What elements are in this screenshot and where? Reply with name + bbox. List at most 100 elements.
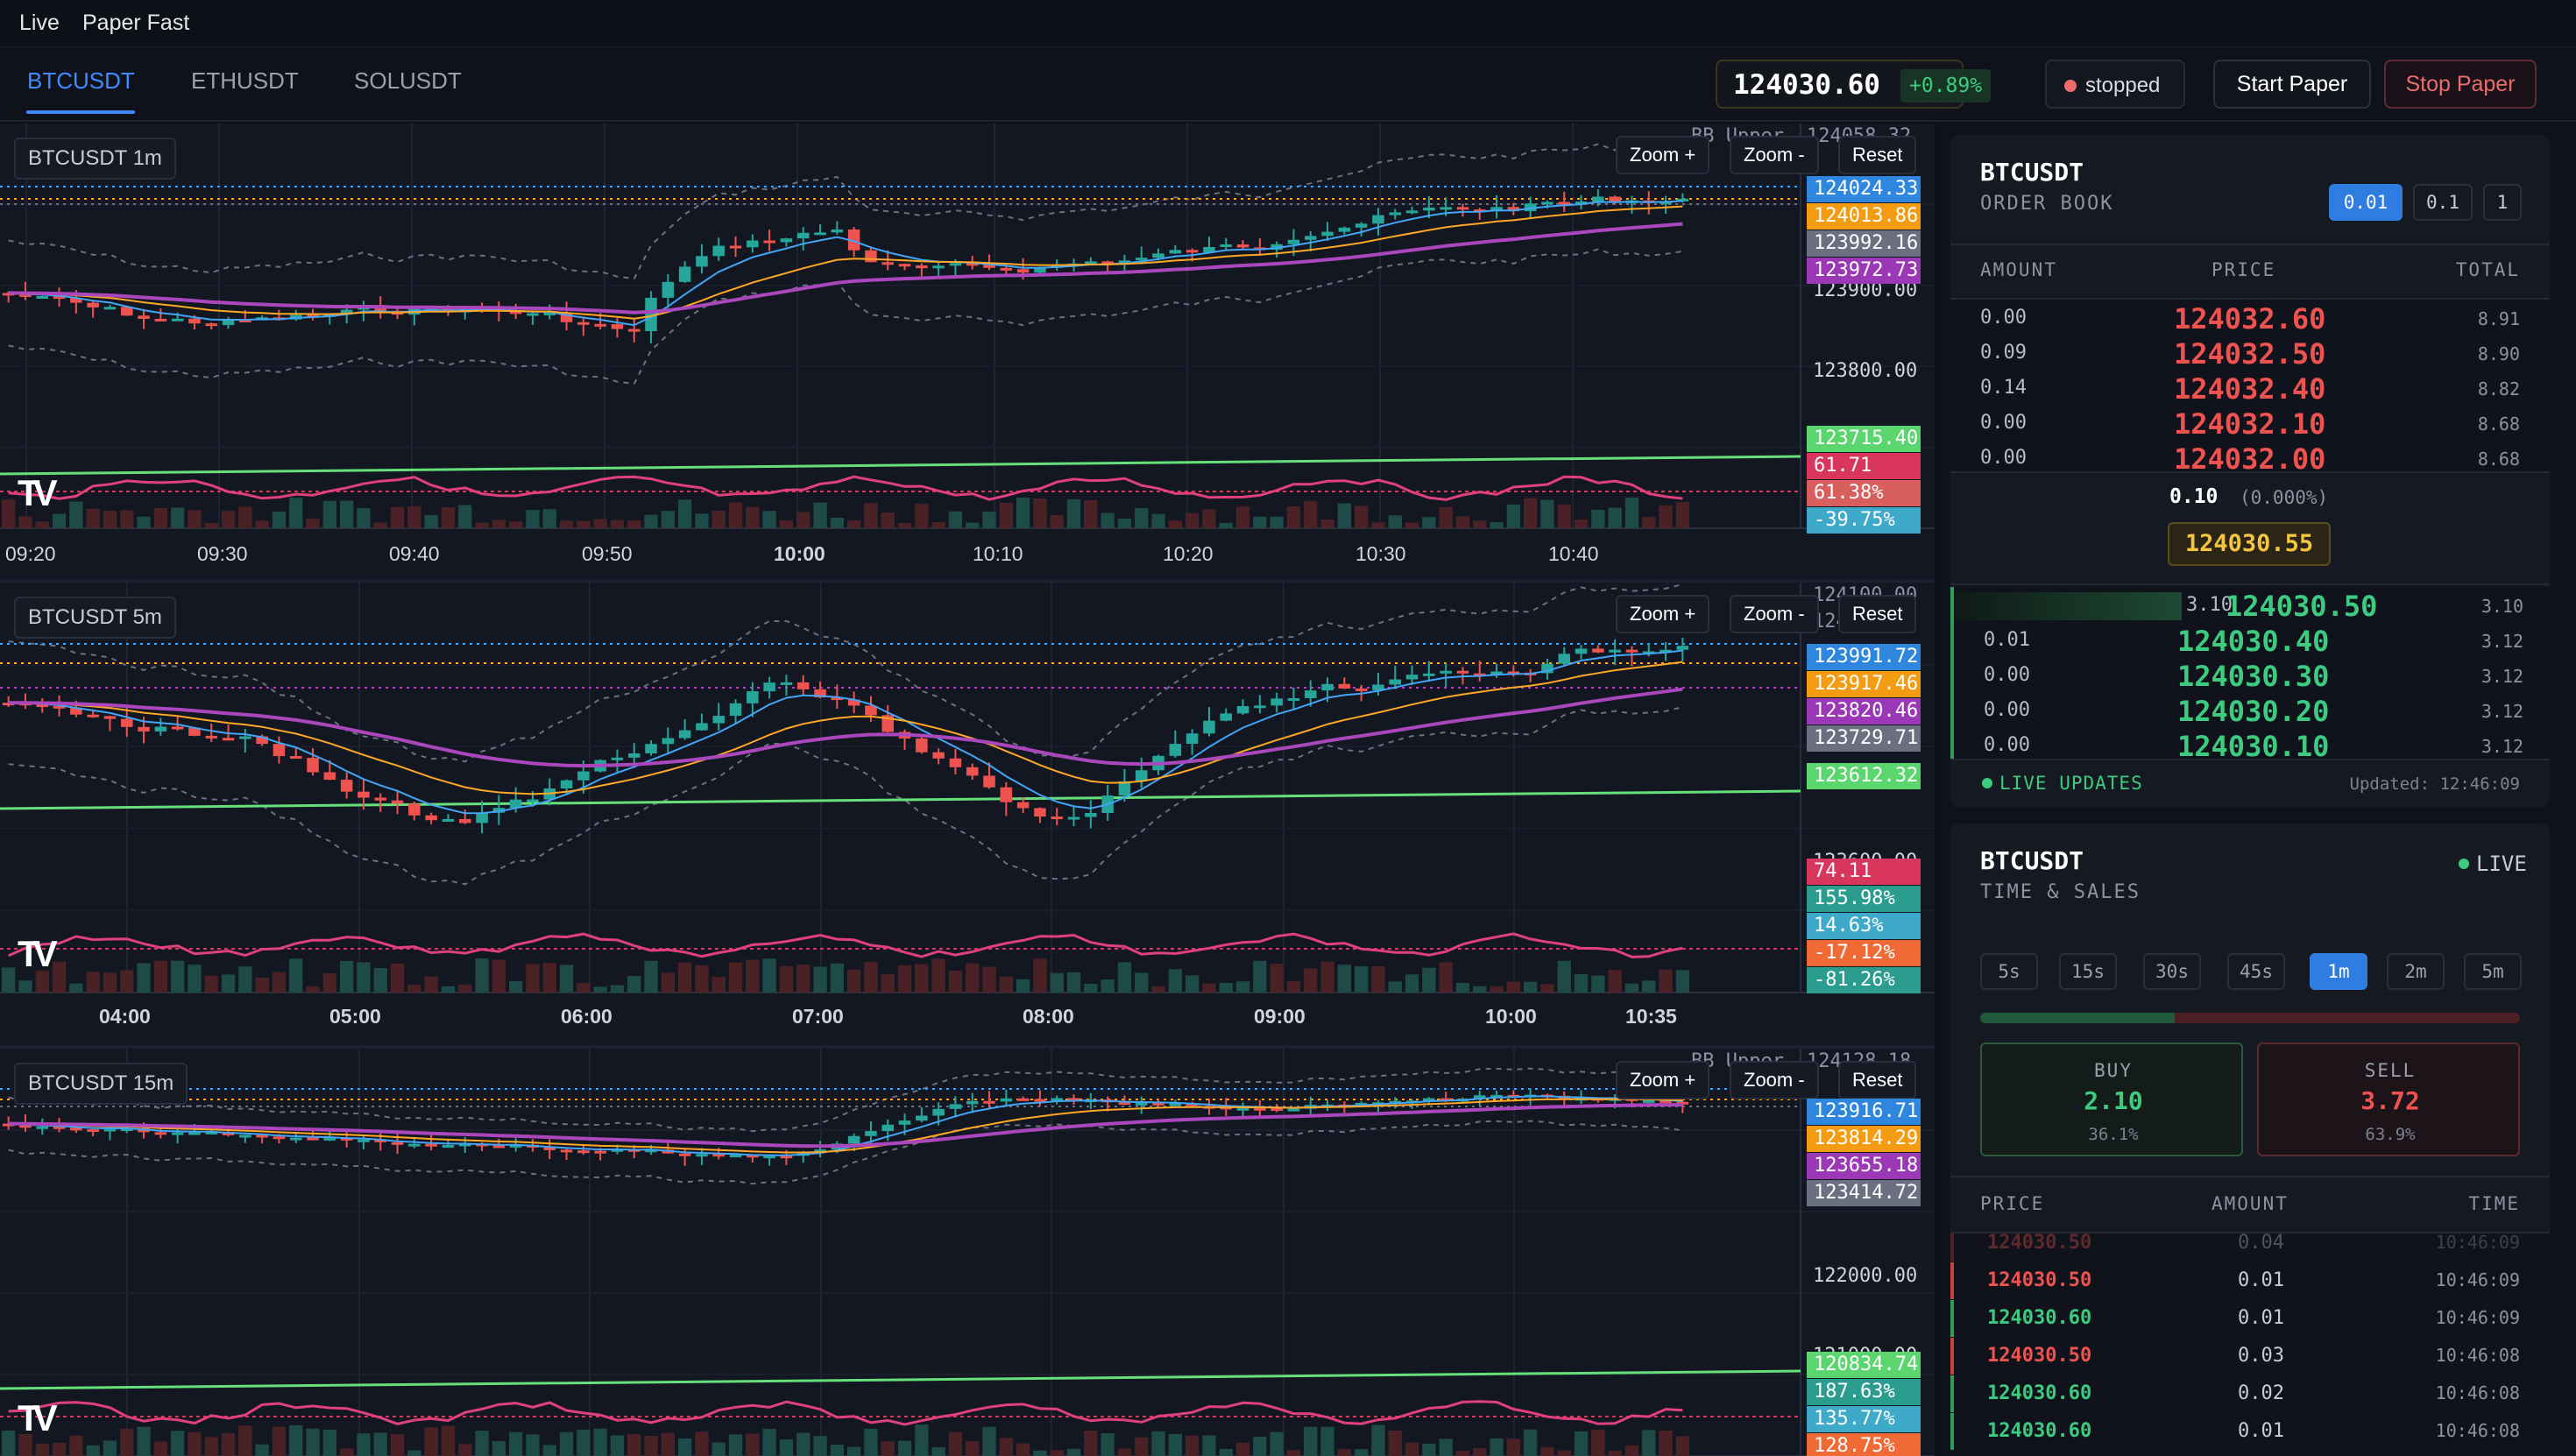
indicator-value: 128.75% <box>1807 1433 1921 1456</box>
tab-solusdt[interactable]: SOLUSDT <box>354 67 462 94</box>
start-paper-button[interactable]: Start Paper <box>2213 60 2371 109</box>
ask-row[interactable]: 0.00 124032.60 8.91 <box>1950 301 2550 336</box>
volume-bar <box>610 1435 625 1456</box>
candle <box>1287 239 1300 244</box>
candle <box>70 707 82 715</box>
volume-bar <box>779 519 794 528</box>
zoom-out-button[interactable]: Zoom - <box>1730 1061 1819 1099</box>
timeframe-45s-button[interactable]: 45s <box>2227 953 2285 990</box>
chart-divider <box>0 579 1935 583</box>
candle <box>577 771 590 781</box>
stop-paper-button[interactable]: Stop Paper <box>2384 60 2537 109</box>
bid-row[interactable]: 0.00 124030.30 3.12 <box>1954 659 2550 694</box>
volume-bar <box>1100 512 1115 528</box>
bid-row[interactable]: 0.00 124030.10 3.12 <box>1954 729 2550 759</box>
chart-canvas-15m[interactable] <box>0 1049 1935 1456</box>
volume-bar <box>475 958 489 993</box>
zoom-in-button[interactable]: Zoom + <box>1616 1061 1710 1099</box>
zoom-out-button[interactable]: Zoom - <box>1730 595 1819 633</box>
volume-bar <box>2 499 16 528</box>
candle <box>594 1150 606 1154</box>
zoom-in-button[interactable]: Zoom + <box>1616 136 1710 174</box>
candle <box>1473 1095 1486 1099</box>
bid-row[interactable]: 0.00 124030.20 3.12 <box>1954 694 2550 729</box>
volume-bar <box>272 972 287 993</box>
timeframe-15s-button[interactable]: 15s <box>2059 953 2117 990</box>
trade-time: 10:46:09 <box>2435 1269 2520 1290</box>
volume-bar <box>1524 498 1538 528</box>
timeframe-5s-button[interactable]: 5s <box>1980 953 2038 990</box>
spread-percent: (0.000%) <box>2240 487 2329 508</box>
chart-canvas-1m[interactable] <box>0 124 1935 579</box>
trade-time: 10:46:08 <box>2435 1345 2520 1366</box>
candle <box>205 735 218 739</box>
candle <box>1389 212 1402 216</box>
reset-button[interactable]: Reset <box>1838 136 1917 174</box>
chart-panel-15m[interactable]: BTCUSDT 15m BB Upper 124128.18 Zoom + Zo… <box>0 1049 1935 1456</box>
volume-bar <box>711 977 725 993</box>
divider <box>1950 759 2550 760</box>
bid-row[interactable]: 3.10 124030.50 3.10 <box>1954 589 2550 624</box>
bid-row[interactable]: 0.01 124030.40 3.12 <box>1954 624 2550 659</box>
volume-bar <box>238 1425 252 1456</box>
ask-row[interactable]: 0.00 124032.00 8.68 <box>1950 442 2550 471</box>
ask-row[interactable]: 0.00 124032.10 8.68 <box>1950 406 2550 442</box>
candle <box>1473 209 1486 213</box>
orderbook-amount: 0.00 <box>1980 307 2027 329</box>
volume-bar <box>171 1431 185 1456</box>
volume-bar <box>1473 986 1487 993</box>
ask-row[interactable]: 0.09 124032.50 8.90 <box>1950 336 2550 371</box>
candle <box>1101 261 1114 265</box>
menu-paper-fast[interactable]: Paper Fast <box>82 11 190 35</box>
candle <box>814 232 826 236</box>
timeframe-1m-button[interactable]: 1m <box>2310 953 2367 990</box>
volume-bar <box>1117 962 1132 993</box>
volume-bar <box>1574 1431 1589 1456</box>
candle <box>712 245 725 257</box>
volume-bar <box>644 1436 658 1456</box>
ask-row[interactable]: 0.14 124032.40 8.82 <box>1950 371 2550 406</box>
timeframe-30s-button[interactable]: 30s <box>2143 953 2201 990</box>
trade-row: 124030.50 0.04 10:46:09 <box>1950 1233 2550 1262</box>
precision-1-button[interactable]: 1 <box>2483 184 2522 221</box>
volume-bar <box>1506 981 1520 993</box>
tab-btcusdt[interactable]: BTCUSDT <box>27 67 135 94</box>
chart-panel-5m[interactable]: BTCUSDT 5m 124100.00 124030.50 Zoom + Zo… <box>0 583 1935 1045</box>
candle <box>87 714 99 717</box>
timeframe-2m-button[interactable]: 2m <box>2387 953 2445 990</box>
volume-bar <box>458 1444 472 1456</box>
candle <box>662 281 675 298</box>
volume-bar <box>1320 519 1334 528</box>
zoom-in-button[interactable]: Zoom + <box>1616 595 1710 633</box>
volume-bar <box>559 965 574 993</box>
menu-live[interactable]: Live <box>19 11 60 35</box>
orderbook-amount: 0.01 <box>1984 629 2030 651</box>
orderbook-price: 124030.50 <box>2226 590 2378 623</box>
candle <box>340 309 353 315</box>
candle <box>154 318 167 322</box>
volume-bar <box>1100 979 1115 993</box>
ema21-line <box>8 661 1683 795</box>
volume-bar <box>1659 505 1673 528</box>
candle <box>1609 196 1621 203</box>
orderbook-total: 8.68 <box>2477 449 2520 470</box>
reset-button[interactable]: Reset <box>1838 1061 1917 1099</box>
volume-bar <box>542 963 556 993</box>
precision-0-1-button[interactable]: 0.1 <box>2413 184 2473 221</box>
candle <box>171 726 184 730</box>
candle <box>831 697 844 701</box>
timeframe-5m-button[interactable]: 5m <box>2464 953 2522 990</box>
volume-bar <box>796 965 810 993</box>
reset-button[interactable]: Reset <box>1838 595 1917 633</box>
candle <box>1507 671 1520 675</box>
candle <box>1085 813 1097 817</box>
time-axis-label: 07:00 <box>792 1005 844 1028</box>
precision-0-01-button[interactable]: 0.01 <box>2329 184 2403 221</box>
volume-bar <box>1253 516 1267 528</box>
zoom-out-button[interactable]: Zoom - <box>1730 136 1819 174</box>
chart-panel-1m[interactable]: BTCUSDT 1m BB Upper 124058.32 Zoom + Zoo… <box>0 124 1935 579</box>
tab-ethusdt[interactable]: ETHUSDT <box>191 67 299 94</box>
chart-canvas-5m[interactable] <box>0 583 1935 1045</box>
candle <box>1135 770 1148 781</box>
volume-bar <box>441 1425 456 1456</box>
